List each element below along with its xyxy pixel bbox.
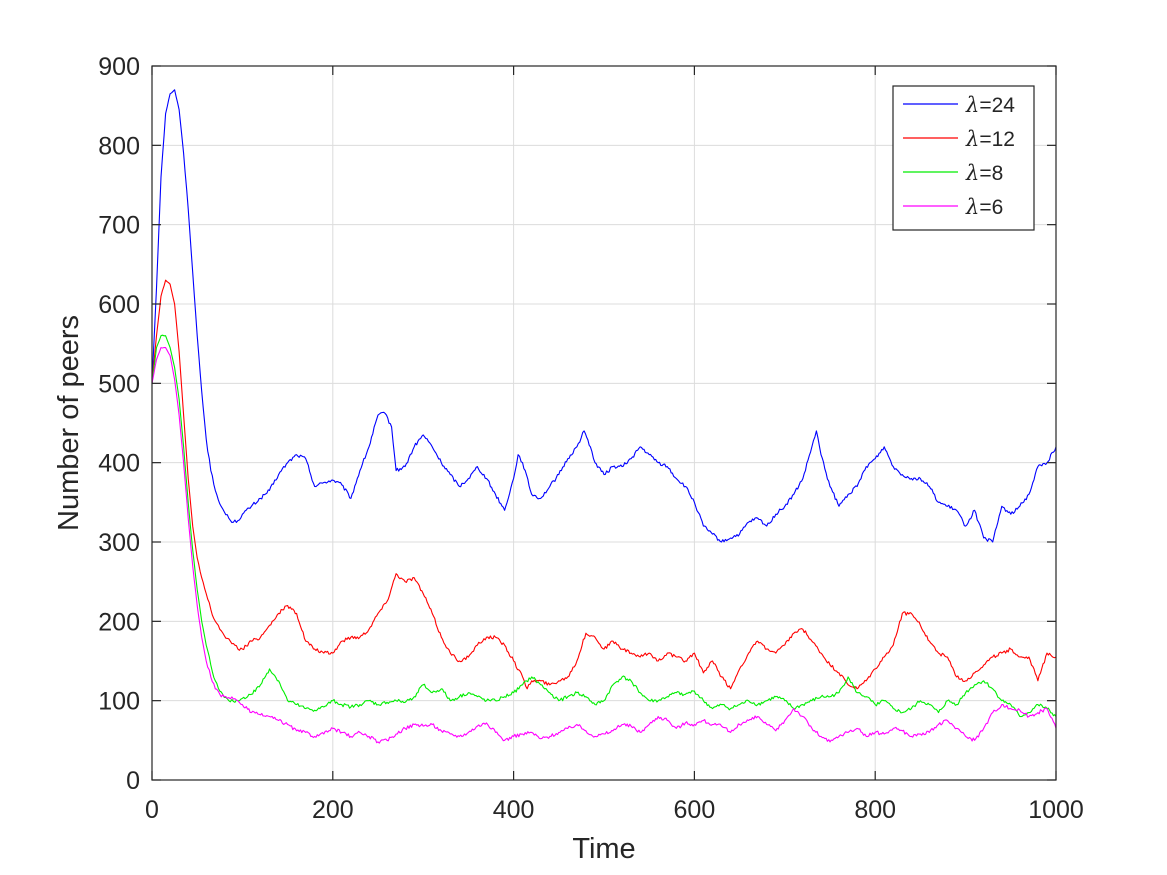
axes-frame (151, 65, 1057, 781)
y-tick-label: 400 (98, 450, 140, 478)
x-tick-label: 1000 (1028, 796, 1084, 824)
y-tick-label: 0 (126, 767, 140, 795)
legend-symbol: λ (965, 161, 979, 185)
legend-value: =6 (979, 196, 1003, 219)
series-line-4 (151, 346, 1057, 744)
y-tick-label: 600 (98, 291, 140, 319)
legend-symbol: λ (965, 127, 979, 151)
legend-value: =12 (979, 128, 1015, 151)
y-tick-label: 300 (98, 529, 140, 557)
series-line-3 (151, 334, 1057, 718)
series-line-2 (151, 279, 1057, 690)
grid (152, 66, 1056, 780)
y-tick-label: 100 (98, 688, 140, 716)
axis-ticks (151, 65, 1057, 781)
y-tick-label: 900 (98, 53, 140, 81)
legend-value: =8 (979, 162, 1003, 185)
legend-value: =24 (979, 94, 1015, 117)
y-tick-label: 700 (98, 212, 140, 240)
legend-entry-label: λ=8 (965, 161, 1003, 185)
x-tick-labels: 0 200 400 600 800 1000 (145, 796, 1084, 824)
x-tick-label: 400 (493, 796, 535, 824)
y-tick-label: 200 (98, 608, 140, 636)
y-tick-labels: 0 100 200 300 400 500 600 700 800 900 (98, 53, 140, 795)
series-line-1 (151, 89, 1057, 543)
legend-entry-label: λ=12 (965, 127, 1015, 151)
y-tick-label: 800 (98, 132, 140, 160)
x-axis-label: Time (572, 833, 635, 865)
legend-symbol: λ (965, 195, 979, 219)
legend-entry-label: λ=24 (965, 93, 1015, 117)
y-axis-label: Number of peers (53, 315, 85, 531)
x-tick-label: 200 (312, 796, 354, 824)
x-tick-label: 0 (145, 796, 159, 824)
series-lines (151, 89, 1057, 744)
x-tick-label: 800 (854, 796, 896, 824)
legend-entry-label: λ=6 (965, 195, 1003, 219)
y-tick-label: 500 (98, 370, 140, 398)
legend: λ=24λ=12λ=8λ=6 (892, 85, 1035, 231)
x-tick-label: 600 (674, 796, 716, 824)
legend-symbol: λ (965, 93, 979, 117)
